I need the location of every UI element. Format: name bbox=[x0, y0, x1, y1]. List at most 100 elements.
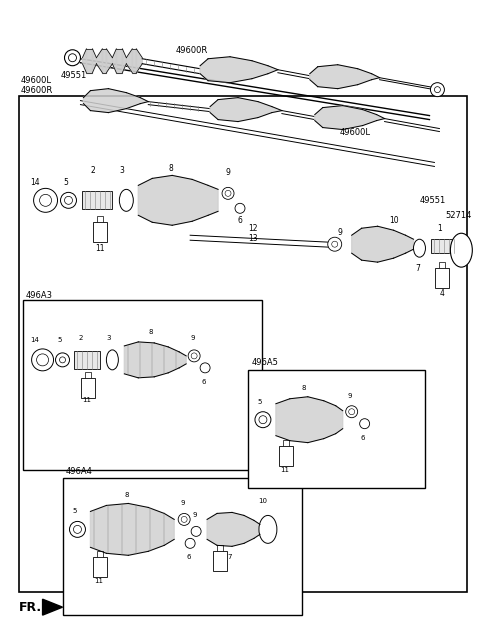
Text: 5: 5 bbox=[258, 399, 263, 404]
Polygon shape bbox=[138, 176, 218, 225]
Text: 8: 8 bbox=[168, 164, 173, 173]
Polygon shape bbox=[86, 49, 93, 73]
Text: 49600L: 49600L bbox=[21, 76, 52, 85]
Circle shape bbox=[70, 521, 85, 537]
Text: 9: 9 bbox=[192, 513, 197, 518]
Bar bbox=[97, 216, 103, 222]
Circle shape bbox=[434, 87, 441, 93]
Polygon shape bbox=[210, 97, 282, 121]
Circle shape bbox=[39, 195, 51, 206]
Text: 11: 11 bbox=[83, 397, 92, 403]
Text: 3: 3 bbox=[120, 166, 124, 175]
Ellipse shape bbox=[450, 233, 472, 267]
Bar bbox=[82, 378, 96, 398]
Text: 11: 11 bbox=[95, 578, 103, 584]
Ellipse shape bbox=[259, 516, 277, 544]
Ellipse shape bbox=[413, 240, 425, 257]
Text: 9: 9 bbox=[348, 392, 352, 399]
Text: 11: 11 bbox=[280, 466, 289, 473]
Bar bbox=[94, 557, 108, 577]
Polygon shape bbox=[276, 397, 343, 442]
Text: FR.: FR. bbox=[19, 600, 42, 614]
Text: 6: 6 bbox=[360, 435, 365, 441]
Bar bbox=[432, 240, 459, 253]
Bar bbox=[283, 440, 289, 446]
Text: 10: 10 bbox=[390, 216, 399, 225]
Polygon shape bbox=[96, 49, 102, 73]
Polygon shape bbox=[107, 49, 112, 73]
Polygon shape bbox=[200, 57, 278, 83]
Circle shape bbox=[200, 363, 210, 373]
Text: 9: 9 bbox=[180, 501, 185, 506]
Polygon shape bbox=[126, 49, 132, 73]
Circle shape bbox=[431, 83, 444, 97]
Polygon shape bbox=[112, 49, 116, 73]
Polygon shape bbox=[90, 504, 174, 556]
Text: 8: 8 bbox=[124, 492, 129, 499]
Circle shape bbox=[185, 538, 195, 549]
Circle shape bbox=[222, 187, 234, 199]
Text: 9: 9 bbox=[225, 168, 230, 177]
Circle shape bbox=[328, 237, 342, 251]
Text: 6: 6 bbox=[201, 379, 205, 385]
Polygon shape bbox=[84, 88, 148, 112]
Polygon shape bbox=[93, 49, 96, 73]
Text: 8: 8 bbox=[148, 329, 153, 335]
Polygon shape bbox=[122, 49, 126, 73]
Text: 52714: 52714 bbox=[445, 211, 472, 220]
Text: 49600R: 49600R bbox=[175, 46, 207, 55]
Text: 6: 6 bbox=[237, 216, 242, 225]
Circle shape bbox=[188, 350, 200, 362]
Ellipse shape bbox=[120, 190, 133, 211]
Text: 10: 10 bbox=[258, 499, 267, 504]
Circle shape bbox=[360, 419, 370, 428]
Text: 5: 5 bbox=[63, 178, 68, 187]
Bar bbox=[217, 545, 223, 551]
Text: 13: 13 bbox=[248, 234, 258, 243]
Polygon shape bbox=[136, 49, 142, 73]
Circle shape bbox=[346, 406, 358, 418]
Bar bbox=[85, 372, 91, 378]
Text: 14: 14 bbox=[31, 337, 39, 343]
Text: 496A3: 496A3 bbox=[25, 291, 53, 300]
Circle shape bbox=[191, 526, 201, 537]
Text: 5: 5 bbox=[72, 508, 77, 514]
Circle shape bbox=[36, 354, 48, 366]
Bar bbox=[248, 370, 425, 487]
Polygon shape bbox=[315, 106, 384, 130]
Text: 49551: 49551 bbox=[60, 71, 87, 80]
Bar bbox=[62, 478, 302, 615]
Polygon shape bbox=[116, 49, 122, 73]
Text: 14: 14 bbox=[31, 178, 40, 187]
Circle shape bbox=[235, 204, 245, 213]
Circle shape bbox=[34, 188, 58, 212]
Text: 7: 7 bbox=[227, 554, 231, 561]
Text: 4: 4 bbox=[439, 289, 444, 298]
Text: 7: 7 bbox=[416, 264, 420, 272]
Text: 5: 5 bbox=[58, 337, 62, 343]
Polygon shape bbox=[124, 342, 186, 378]
Bar bbox=[97, 551, 103, 557]
Text: 3: 3 bbox=[107, 335, 111, 341]
Text: 11: 11 bbox=[96, 244, 105, 253]
Circle shape bbox=[56, 353, 70, 367]
Text: 1: 1 bbox=[437, 224, 442, 233]
Text: 496A4: 496A4 bbox=[65, 467, 92, 476]
Bar bbox=[74, 351, 100, 369]
Circle shape bbox=[32, 349, 54, 371]
Text: 9: 9 bbox=[190, 335, 195, 341]
Polygon shape bbox=[352, 226, 413, 262]
Polygon shape bbox=[310, 64, 380, 88]
Circle shape bbox=[255, 411, 271, 428]
Bar bbox=[94, 222, 108, 242]
Text: 2: 2 bbox=[78, 335, 83, 341]
Bar bbox=[23, 300, 262, 470]
Text: 496A5: 496A5 bbox=[252, 358, 279, 367]
Text: 49600R: 49600R bbox=[21, 86, 53, 95]
Circle shape bbox=[60, 192, 76, 209]
Bar bbox=[439, 262, 445, 268]
Polygon shape bbox=[43, 599, 62, 615]
Text: 12: 12 bbox=[248, 224, 257, 233]
Bar bbox=[213, 551, 227, 571]
Text: 8: 8 bbox=[302, 385, 306, 391]
